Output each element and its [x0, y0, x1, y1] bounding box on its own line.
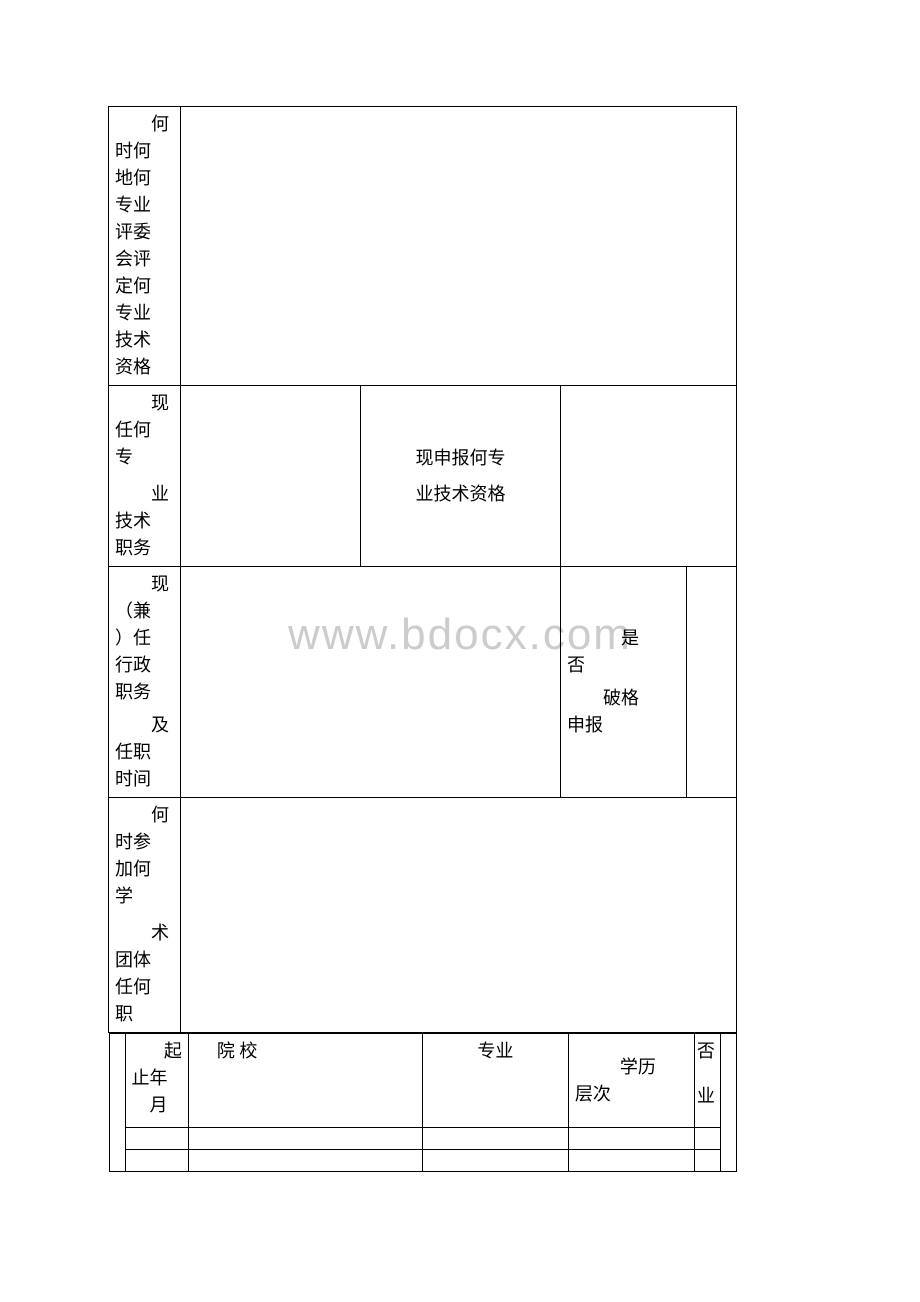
sub-left-stub — [109, 1034, 125, 1172]
row2-value2 — [561, 386, 737, 567]
sub-data-row — [109, 1128, 736, 1150]
row2-label-first: 现 — [115, 390, 174, 417]
row3-right-l1: 否 — [567, 652, 680, 679]
table-row: 何 时何地何专业评委会评定何专业技术资格 — [109, 107, 737, 386]
row3-right-indent: 破格 — [567, 685, 680, 712]
sub-cell — [125, 1128, 188, 1150]
sub-cell — [422, 1128, 568, 1150]
row3-right-l2: 申报 — [567, 712, 680, 739]
row1-value — [181, 107, 737, 386]
row3-right-first: 是 — [567, 625, 680, 652]
table-row: 起 止年 月 院 校 专业 学历 层次 否 业 — [109, 1033, 737, 1173]
sub-h1: 起 止年 月 — [125, 1034, 188, 1128]
sub-data-row — [109, 1150, 736, 1172]
row5-container: 起 止年 月 院 校 专业 学历 层次 否 业 — [109, 1033, 737, 1173]
row2-label-rest1: 任何专 — [115, 417, 174, 471]
row2-label-indent: 业 — [115, 481, 174, 508]
row4-label-indent: 术 — [115, 920, 174, 947]
row2-label: 现 任何专 业 技术职务 — [109, 386, 181, 567]
sub-right-stub — [720, 1034, 736, 1172]
sub-table: 起 止年 月 院 校 专业 学历 层次 否 业 — [109, 1033, 737, 1172]
sub-cell — [694, 1128, 720, 1150]
sub-h5-l1: 否 — [697, 1038, 718, 1065]
row3-value1 — [181, 567, 561, 798]
sub-h5: 否 业 — [694, 1034, 720, 1128]
sub-cell — [125, 1150, 188, 1172]
sub-cell — [568, 1150, 694, 1172]
sub-cell — [188, 1128, 422, 1150]
row3-label-rest2: 任职时间 — [115, 739, 174, 793]
row3-label: 现 （兼）任行政职务 及 任职时间 — [109, 567, 181, 798]
row2-mid-l2: 业技术资格 — [416, 484, 506, 504]
row2-mid-l1: 现申报何专 — [416, 448, 506, 468]
table-row: 现 （兼）任行政职务 及 任职时间 是 否 破格 申报 — [109, 567, 737, 798]
sub-h4: 学历 层次 — [568, 1034, 694, 1128]
sub-header-row: 起 止年 月 院 校 专业 学历 层次 否 业 — [109, 1034, 736, 1128]
row1-label: 何 时何地何专业评委会评定何专业技术资格 — [109, 107, 181, 386]
sub-h1-rest: 止年 月 — [132, 1065, 182, 1119]
row2-value1 — [181, 386, 361, 567]
sub-h2: 院 校 — [188, 1034, 422, 1128]
row3-right-label: 是 否 破格 申报 — [561, 567, 687, 798]
row3-label-rest1: （兼）任行政职务 — [115, 598, 174, 706]
row2-mid-label: 现申报何专 业技术资格 — [361, 386, 561, 567]
row3-value2 — [687, 567, 737, 798]
sub-cell — [568, 1128, 694, 1150]
row3-label-first: 现 — [115, 571, 174, 598]
sub-h5-l2: 业 — [697, 1083, 718, 1110]
row3-label-indent: 及 — [115, 712, 174, 739]
table-row: 现 任何专 业 技术职务 现申报何专 业技术资格 — [109, 386, 737, 567]
row4-label: 何 时参加何学 术 团体任何职 — [109, 798, 181, 1033]
form-table: 何 时何地何专业评委会评定何专业技术资格 现 任何专 业 技术职务 现申报何专 … — [108, 106, 737, 1172]
row1-label-rest: 时何地何专业评委会评定何专业技术资格 — [115, 138, 174, 381]
sub-cell — [422, 1150, 568, 1172]
table-row: 何 时参加何学 术 团体任何职 — [109, 798, 737, 1033]
row4-label-rest2: 团体任何职 — [115, 947, 174, 1028]
row2-label-rest2: 技术职务 — [115, 508, 174, 562]
sub-h4-rest: 层次 — [575, 1081, 688, 1108]
row1-label-first: 何 — [115, 111, 174, 138]
sub-h4-first: 学历 — [575, 1054, 688, 1081]
sub-h3: 专业 — [422, 1034, 568, 1128]
row4-label-rest1: 时参加何学 — [115, 829, 174, 910]
row4-value — [181, 798, 737, 1033]
sub-cell — [694, 1150, 720, 1172]
sub-h1-first: 起 — [132, 1038, 182, 1065]
row4-label-first: 何 — [115, 802, 174, 829]
sub-cell — [188, 1150, 422, 1172]
